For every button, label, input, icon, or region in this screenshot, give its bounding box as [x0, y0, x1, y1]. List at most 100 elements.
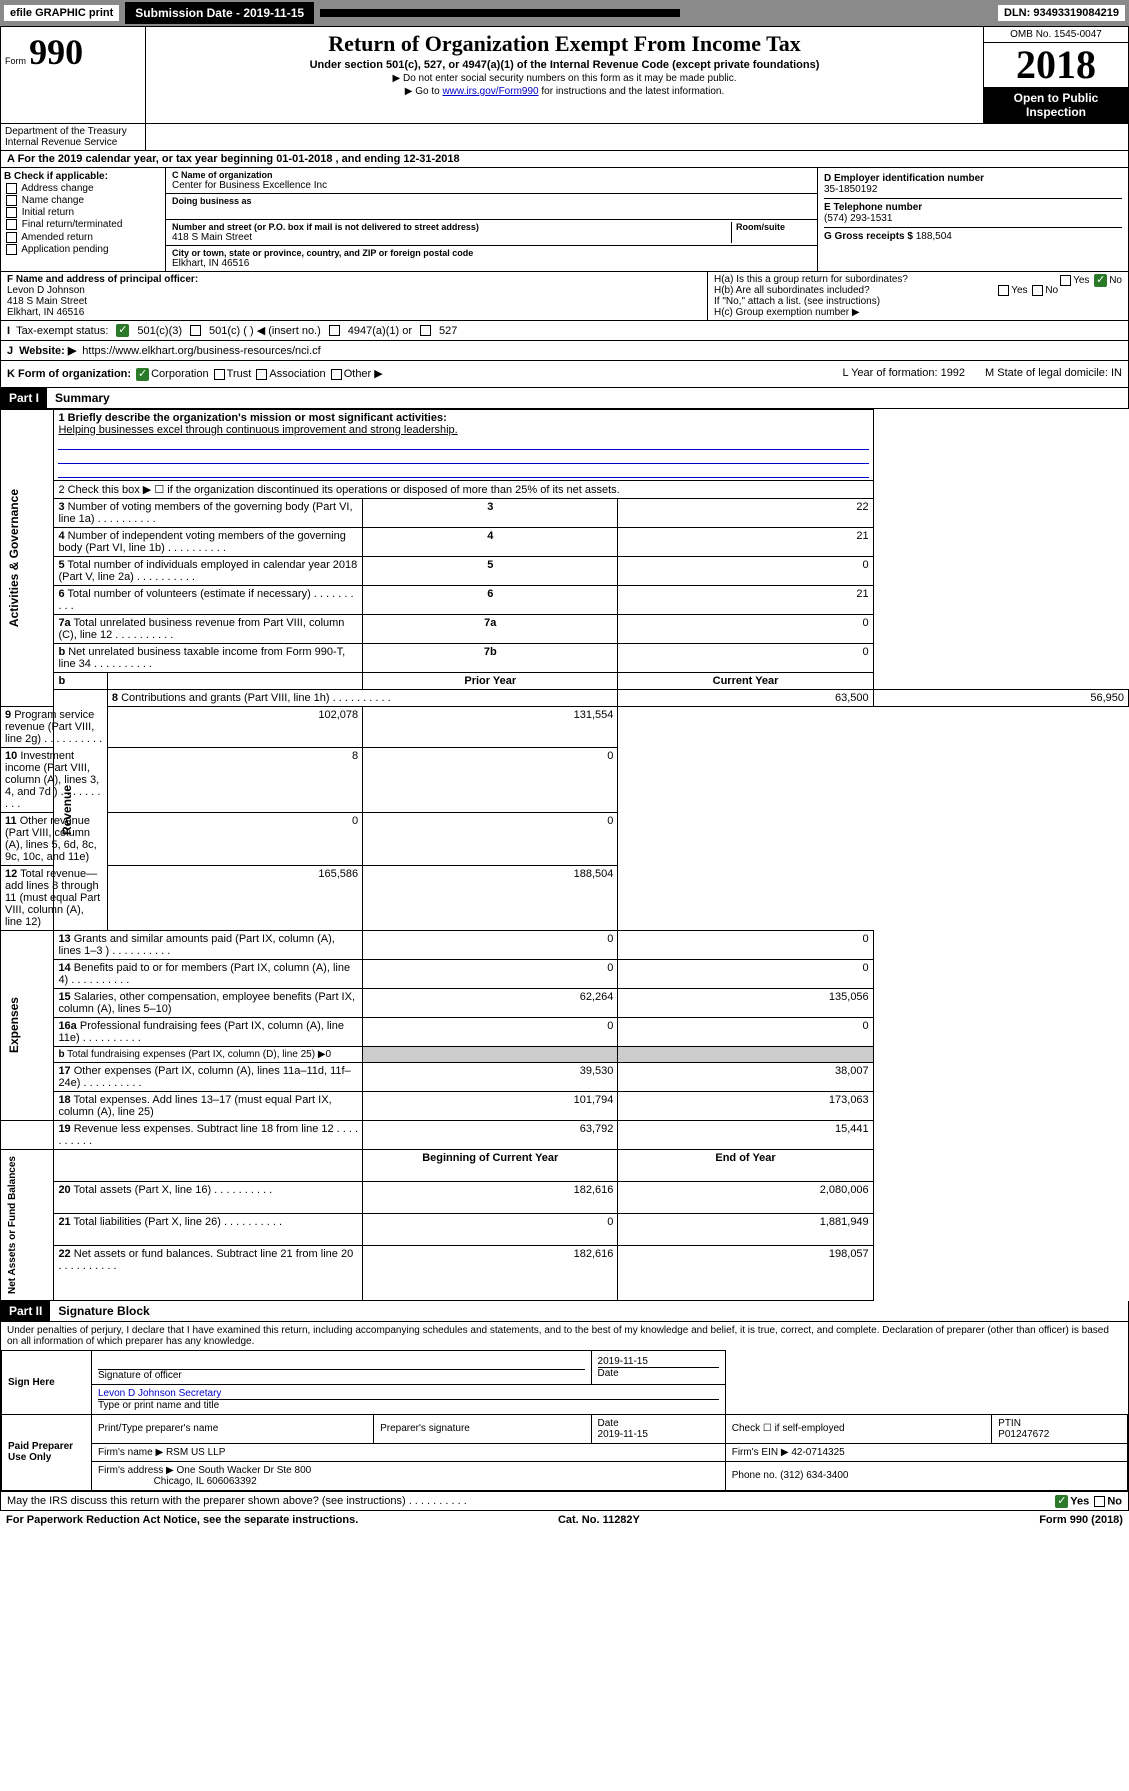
line-10-text: Investment income (Part VIII, column (A)…: [5, 750, 100, 810]
officer-name-title[interactable]: Levon D Johnson Secretary: [98, 1388, 221, 1399]
line-11-prior: 0: [107, 812, 362, 865]
line-22-begin: 182,616: [363, 1245, 618, 1300]
checkbox-name-change[interactable]: [6, 195, 17, 206]
line-14-curr: 0: [618, 959, 873, 988]
ein-label: D Employer identification number: [824, 173, 984, 184]
firm-name-label: Firm's name ▶: [98, 1447, 163, 1458]
checkbox-corporation[interactable]: ✓: [136, 368, 149, 381]
line-16a-curr: 0: [618, 1017, 873, 1046]
line-21-begin: 0: [363, 1213, 618, 1245]
checkbox-ha-no[interactable]: ✓: [1094, 274, 1107, 287]
line-7b-text: Net unrelated business taxable income fr…: [58, 646, 345, 670]
checkbox-application-pending[interactable]: [6, 244, 17, 255]
line-13-text: Grants and similar amounts paid (Part IX…: [58, 933, 334, 957]
form-header: Form 990 Return of Organization Exempt F…: [0, 26, 1129, 124]
line-19-text: Revenue less expenses. Subtract line 18 …: [58, 1123, 358, 1147]
checkbox-association[interactable]: [256, 369, 267, 380]
gross-receipts-label: G Gross receipts $: [824, 231, 913, 242]
checkbox-irs-yes[interactable]: ✓: [1055, 1495, 1068, 1508]
website-url: https://www.elkhart.org/business-resourc…: [82, 345, 320, 357]
officer-addr2: Elkhart, IN 46516: [7, 307, 701, 318]
line-16b-text: Total fundraising expenses (Part IX, col…: [67, 1049, 331, 1060]
checkbox-4947[interactable]: [329, 325, 340, 336]
section-activities: Activities & Governance: [5, 485, 23, 631]
line-17-prior: 39,530: [363, 1062, 618, 1091]
checkbox-527[interactable]: [420, 325, 431, 336]
omb-number: OMB No. 1545-0047: [984, 27, 1128, 43]
blank-btn: [320, 9, 680, 17]
checkbox-trust[interactable]: [214, 369, 225, 380]
year-formation: L Year of formation: 1992: [843, 367, 966, 381]
checkbox-other[interactable]: [331, 369, 342, 380]
tax-exempt-label: Tax-exempt status:: [16, 325, 108, 337]
officer-addr1: 418 S Main Street: [7, 296, 701, 307]
tax-year: 2018: [984, 43, 1128, 87]
form-label: Form: [5, 56, 26, 66]
checkbox-amended[interactable]: [6, 232, 17, 243]
checkbox-address-change[interactable]: [6, 183, 17, 194]
line-2: 2 Check this box ▶ ☐ if the organization…: [54, 480, 873, 498]
line-4-text: Number of independent voting members of …: [58, 530, 345, 554]
line-12-prior: 165,586: [107, 865, 362, 930]
self-employed-check: Check ☐ if self-employed: [725, 1414, 991, 1443]
line-12-curr: 188,504: [363, 865, 618, 930]
end-year-header: End of Year: [715, 1152, 775, 1164]
city-state-zip: Elkhart, IN 46516: [172, 258, 811, 269]
line-9-curr: 131,554: [363, 706, 618, 747]
row-i-label: I: [7, 325, 10, 337]
box-b: B Check if applicable: Address change Na…: [1, 168, 166, 271]
checkbox-hb-no[interactable]: [1032, 285, 1043, 296]
line-16a-prior: 0: [363, 1017, 618, 1046]
perjury-declaration: Under penalties of perjury, I declare th…: [1, 1322, 1128, 1350]
h-a: H(a) Is this a group return for subordin…: [714, 274, 1122, 285]
summary-table: Activities & Governance 1 Briefly descri…: [0, 409, 1129, 1301]
checkbox-ha-yes[interactable]: [1060, 275, 1071, 286]
line-11-text: Other revenue (Part VIII, column (A), li…: [5, 815, 97, 863]
line-20-text: Total assets (Part X, line 16): [74, 1184, 273, 1196]
checkbox-irs-no[interactable]: [1094, 1496, 1105, 1507]
line-19-prior: 63,792: [363, 1120, 618, 1149]
line-18-prior: 101,794: [363, 1091, 618, 1120]
firm-addr1: One South Wacker Dr Ste 800: [177, 1465, 312, 1476]
firm-name: RSM US LLP: [166, 1447, 225, 1458]
firm-phone-label: Phone no.: [732, 1470, 778, 1481]
checkbox-501c3[interactable]: ✓: [116, 324, 129, 337]
begin-year-header: Beginning of Current Year: [422, 1152, 558, 1164]
sig-officer-label: Signature of officer: [98, 1370, 182, 1381]
line-5-val: 0: [618, 556, 873, 585]
form-note2: ▶ Go to www.irs.gov/Form990 for instruct…: [150, 86, 979, 97]
checkbox-hb-yes[interactable]: [998, 285, 1009, 296]
part-ii-header: Part II: [1, 1301, 50, 1321]
firm-ein-label: Firm's EIN ▶: [732, 1447, 789, 1458]
submission-date-btn[interactable]: Submission Date - 2019-11-15: [125, 2, 314, 24]
checkbox-501c[interactable]: [190, 325, 201, 336]
org-name: Center for Business Excellence Inc: [172, 180, 811, 191]
firm-phone: (312) 634-3400: [780, 1470, 848, 1481]
section-expenses: Expenses: [5, 993, 23, 1057]
line-13-prior: 0: [363, 930, 618, 959]
part-i-header: Part I: [1, 388, 47, 408]
street-address: 418 S Main Street: [172, 232, 731, 243]
row-j-label: J: [7, 345, 13, 357]
line-6-val: 21: [618, 585, 873, 614]
footer: For Paperwork Reduction Act Notice, see …: [0, 1511, 1129, 1529]
gross-receipts-value: 188,504: [916, 231, 952, 242]
part-ii-title: Signature Block: [50, 1301, 157, 1321]
open-public-badge: Open to Public Inspection: [984, 87, 1128, 123]
irs-link[interactable]: www.irs.gov/Form990: [442, 86, 538, 97]
line-22-end: 198,057: [618, 1245, 873, 1300]
irs-discuss-text: May the IRS discuss this return with the…: [7, 1495, 467, 1507]
footer-right: Form 990 (2018): [1039, 1514, 1123, 1526]
line-18-curr: 173,063: [618, 1091, 873, 1120]
line-20-end: 2,080,006: [618, 1181, 873, 1213]
form-number: 990: [29, 32, 83, 72]
prep-name-label: Print/Type preparer's name: [92, 1414, 374, 1443]
h-b-note: If "No," attach a list. (see instruction…: [714, 296, 1122, 307]
dept-treasury: Department of the Treasury Internal Reve…: [1, 124, 146, 150]
checkbox-initial-return[interactable]: [6, 207, 17, 218]
efile-label[interactable]: efile GRAPHIC print: [4, 5, 119, 21]
sig-date: 2019-11-15: [598, 1356, 648, 1367]
checkbox-final-return[interactable]: [6, 219, 17, 230]
line-8-curr: 56,950: [873, 689, 1128, 706]
form-subtitle: Under section 501(c), 527, or 4947(a)(1)…: [150, 59, 979, 71]
